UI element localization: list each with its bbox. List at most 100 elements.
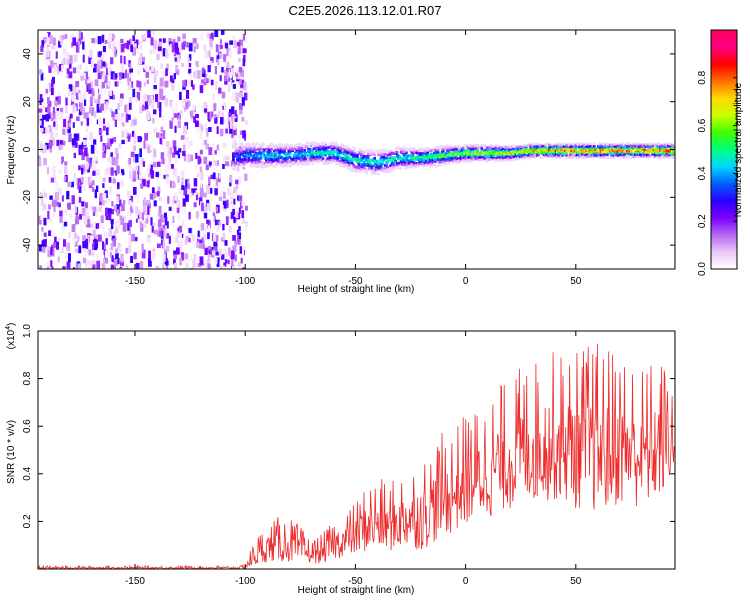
signal-cell — [396, 166, 399, 170]
signal-cell — [385, 163, 388, 167]
signal-cell — [298, 152, 301, 155]
noise-cell — [104, 167, 108, 176]
signal-cell — [394, 166, 398, 169]
signal-cell — [393, 156, 396, 159]
signal-cell — [352, 158, 355, 161]
signal-cell — [567, 143, 571, 146]
noise-cell — [226, 61, 230, 69]
signal-cell — [591, 151, 595, 154]
signal-cell — [479, 155, 482, 159]
signal-cell — [332, 157, 335, 161]
signal-cell — [448, 144, 452, 148]
signal-cell — [450, 159, 453, 162]
signal-cell — [450, 146, 453, 150]
noise-cell — [151, 99, 155, 108]
signal-cell — [278, 160, 281, 163]
signal-cell — [664, 144, 667, 147]
noise-cell — [41, 101, 46, 109]
signal-cell — [308, 157, 312, 160]
noise-cell — [217, 59, 220, 66]
noise-cell — [64, 161, 68, 166]
noise-cell — [211, 111, 214, 117]
noise-cell — [89, 96, 93, 106]
noise-cell — [128, 97, 133, 106]
signal-cell — [529, 154, 532, 158]
signal-cell — [533, 143, 536, 146]
signal-cell — [352, 155, 355, 159]
signal-cell — [360, 159, 363, 162]
signal-cell — [251, 147, 255, 150]
signal-cell — [349, 157, 353, 161]
noise-cell — [83, 139, 87, 146]
noise-cell — [89, 223, 93, 228]
noise-cell — [199, 243, 203, 249]
signal-cell — [491, 154, 494, 158]
noise-cell — [58, 40, 62, 48]
signal-cell — [556, 155, 559, 158]
signal-cell — [635, 147, 638, 150]
noise-cell — [104, 250, 109, 258]
signal-cell — [435, 157, 439, 160]
noise-cell — [144, 101, 148, 110]
noise-cell — [72, 67, 77, 74]
signal-cell — [376, 172, 379, 175]
signal-cell — [463, 156, 466, 160]
signal-cell — [261, 151, 264, 154]
noise-cell — [164, 98, 169, 106]
signal-cell — [548, 149, 551, 152]
signal-cell — [466, 158, 469, 161]
noise-cell — [237, 235, 240, 242]
signal-cell — [557, 144, 560, 147]
signal-cell — [661, 148, 665, 151]
noise-cell — [178, 233, 182, 239]
signal-cell — [672, 155, 675, 158]
noise-cell — [152, 47, 156, 54]
signal-cell — [521, 157, 525, 161]
signal-cell — [276, 149, 280, 152]
noise-cell — [59, 215, 63, 223]
noise-cell — [221, 186, 225, 193]
noise-cell — [112, 178, 116, 184]
signal-cell — [411, 163, 415, 167]
noise-cell — [221, 91, 226, 99]
signal-cell — [450, 152, 453, 155]
signal-cell — [353, 153, 357, 156]
signal-cell — [513, 148, 517, 151]
signal-cell — [452, 146, 456, 150]
signal-cell — [587, 155, 591, 158]
signal-cell — [597, 144, 600, 148]
signal-cell — [466, 151, 469, 155]
signal-cell — [347, 151, 350, 155]
noise-cell — [148, 250, 151, 259]
noise-cell — [216, 261, 220, 267]
signal-cell — [339, 146, 342, 149]
noise-cell — [132, 119, 137, 126]
signal-cell — [270, 142, 273, 146]
signal-cell — [508, 156, 511, 159]
signal-cell — [638, 151, 641, 155]
noise-cell — [121, 139, 125, 145]
signal-cell — [451, 157, 454, 160]
signal-cell — [627, 142, 630, 145]
signal-cell — [570, 151, 573, 154]
noise-cell — [234, 135, 237, 143]
noise-cell — [80, 121, 83, 126]
noise-cell — [136, 91, 141, 101]
signal-cell — [447, 146, 450, 150]
signal-cell — [472, 158, 476, 161]
noise-cell — [184, 106, 186, 112]
signal-cell — [276, 155, 280, 158]
signal-cell — [620, 143, 624, 147]
signal-cell — [548, 151, 551, 155]
signal-cell — [549, 155, 552, 158]
noise-cell — [188, 62, 192, 68]
signal-cell — [508, 157, 511, 160]
signal-cell — [567, 148, 571, 152]
signal-cell — [265, 162, 268, 166]
signal-cell — [357, 169, 361, 172]
signal-cell — [373, 151, 376, 155]
signal-cell — [447, 150, 450, 154]
signal-cell — [458, 145, 461, 148]
noise-cell — [183, 144, 186, 151]
signal-cell — [455, 150, 458, 154]
